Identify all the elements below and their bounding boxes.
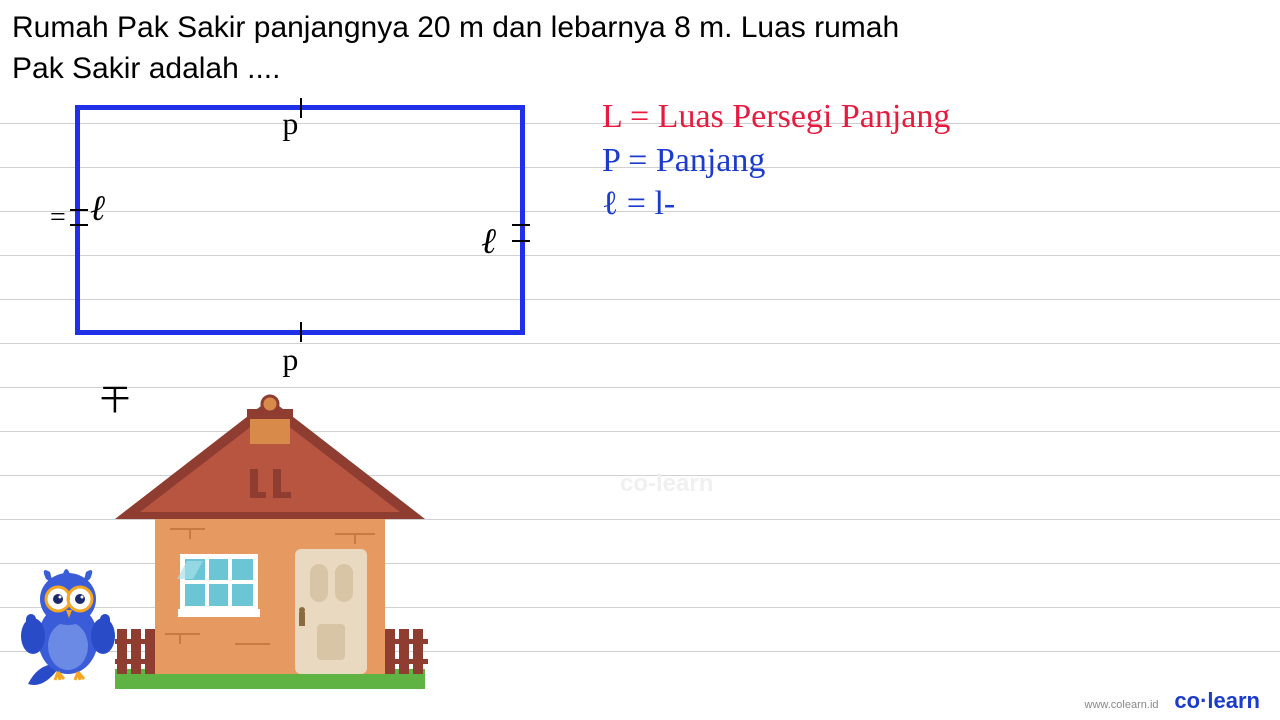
tick-left-1 bbox=[70, 209, 88, 211]
label-l-right: ℓ bbox=[481, 220, 496, 262]
watermark: co-learn bbox=[620, 470, 713, 498]
rectangle-shape: p p ℓ ℓ = bbox=[75, 105, 525, 335]
tick-bottom bbox=[300, 322, 302, 342]
question-line2: Pak Sakir adalah .... bbox=[12, 52, 280, 85]
owl-mascot bbox=[8, 564, 128, 694]
tick-right-2 bbox=[512, 240, 530, 242]
tick-top bbox=[300, 98, 302, 118]
rectangle-diagram: p p ℓ ℓ = bbox=[75, 105, 525, 335]
question-line1: Rumah Pak Sakir panjangnya 20 m dan leba… bbox=[12, 11, 899, 44]
handwritten-notes: L = Luas Persegi Panjang P = Panjang ℓ =… bbox=[602, 95, 950, 226]
tick-right-1 bbox=[512, 224, 530, 226]
footer-url: www.colearn.id bbox=[1085, 699, 1159, 711]
house-illustration bbox=[95, 384, 445, 694]
label-p-top: p bbox=[282, 105, 298, 142]
question-text: Rumah Pak Sakir panjangnya 20 m dan leba… bbox=[12, 8, 1260, 89]
tick-left-2 bbox=[70, 224, 88, 226]
note-line-L: L = Luas Persegi Panjang bbox=[602, 95, 950, 139]
label-l-left: ℓ bbox=[90, 187, 105, 229]
note-line-P: P = Panjang bbox=[602, 139, 950, 183]
note-line-l: ℓ = l- bbox=[602, 182, 950, 226]
footer: www.colearn.id co·learn bbox=[1085, 688, 1260, 714]
tick-equal-left: = bbox=[50, 202, 66, 234]
footer-brand: co·learn bbox=[1174, 688, 1260, 713]
label-p-bottom: p bbox=[282, 341, 298, 378]
